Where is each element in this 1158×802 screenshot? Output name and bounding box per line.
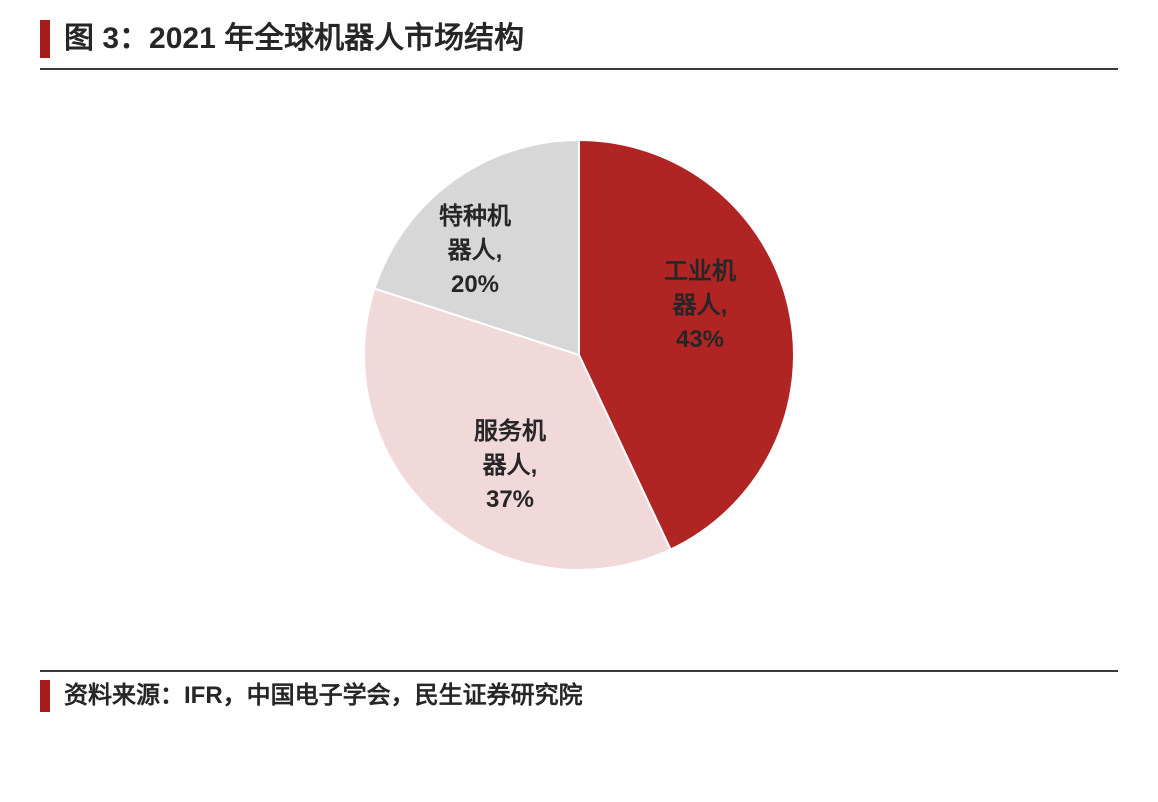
slice-label-line1: 特种机 — [439, 200, 511, 234]
slice-label-line2: 器人, — [439, 234, 511, 268]
source-text: 资料来源：IFR，中国电子学会，民生证券研究院 — [50, 680, 1118, 712]
source-block: 资料来源：IFR，中国电子学会，民生证券研究院 — [40, 680, 1118, 712]
figure-title: 图 3：2021 年全球机器人市场结构 — [50, 20, 1118, 58]
pie-slice-label: 服务机器人,37% — [474, 415, 546, 517]
chart-area: 工业机器人,43%服务机器人,37%特种机器人,20% — [40, 70, 1118, 670]
slice-label-value: 43% — [664, 323, 736, 357]
slice-label-line2: 器人, — [664, 289, 736, 323]
slice-label-line2: 器人, — [474, 449, 546, 483]
slice-label-value: 37% — [474, 483, 546, 517]
source-top-rule — [40, 670, 1118, 672]
pie-slice-label: 工业机器人,43% — [664, 255, 736, 357]
slice-label-line1: 服务机 — [474, 415, 546, 449]
pie-chart: 工业机器人,43%服务机器人,37%特种机器人,20% — [364, 140, 794, 570]
slice-label-value: 20% — [439, 268, 511, 302]
slice-label-line1: 工业机 — [664, 255, 736, 289]
pie-slice-label: 特种机器人,20% — [439, 200, 511, 302]
figure-title-block: 图 3：2021 年全球机器人市场结构 — [40, 20, 1118, 58]
figure-container: 图 3：2021 年全球机器人市场结构 工业机器人,43%服务机器人,37%特种… — [0, 0, 1158, 802]
